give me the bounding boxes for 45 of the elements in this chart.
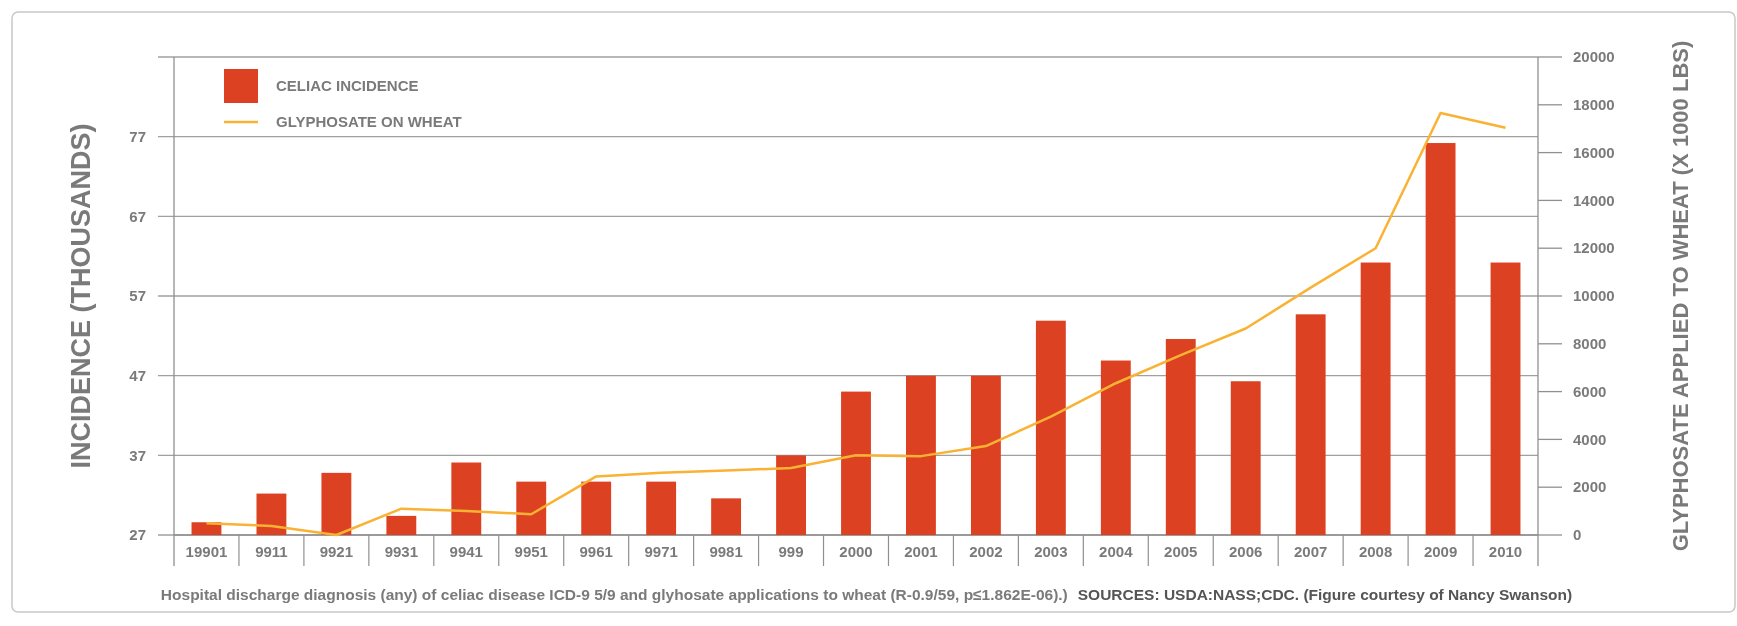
line-series [205,111,1507,537]
y2-tick-label: 14000 [1573,191,1615,209]
y2-tick-label: 10000 [1573,287,1615,305]
x-tick-label: 2003 [1034,543,1068,560]
y2-tick-label: 6000 [1573,382,1607,400]
y-tick-label: 37 [129,446,146,464]
x-tick-label: 2001 [904,543,938,560]
y2-tick-label: 20000 [1573,48,1615,66]
x-tick-label: 2010 [1488,543,1523,560]
y2-tick-label: 18000 [1573,96,1615,114]
x-tick-label: 9961 [579,543,613,560]
x-tick-label: 2006 [1229,543,1263,560]
y-tick-label: 57 [129,287,146,305]
y-axis-title: INCIDENCE (THOUSANDS) [66,123,96,469]
y2-axis-title: GLYPHOSATE APPLIED TO WHEAT (X 1000 LBS) [1668,40,1693,552]
x-tick-label: 2005 [1164,543,1198,560]
x-tick-label: 2004 [1099,543,1134,560]
y2-tick-label: 4000 [1573,430,1607,448]
x-tick-label: 2000 [839,543,873,560]
y2-tick-label: 2000 [1573,478,1607,496]
y-tick-label: 67 [129,207,146,225]
y-tick-label: 77 [129,127,146,145]
y2-tick-label: 0 [1573,526,1582,544]
x-tick-label: 19901 [185,543,228,560]
x-tick-label: 2009 [1423,543,1458,560]
y2-tick-label: 16000 [1573,143,1615,161]
y2-tick-label: 12000 [1573,239,1615,257]
x-tick-label: 999 [778,543,804,560]
legend-label: CELIAC INCIDENCE [276,77,419,95]
x-tick-label: 9981 [709,543,743,560]
y-tick-label: 27 [129,526,146,544]
y-tick-label: 47 [129,366,146,384]
source-note: SOURCES: USDA:NASS;CDC. (Figure courtesy of Nancy Swanson) [1077,586,1573,603]
text: Hospital discharge diagnosis (any) of celiac disease ICD-9 5/9 and glyhosate applications to wheat (R-0.9/59, p≤1.862E-06).) [160,586,1068,603]
x-tick-label: 2008 [1358,543,1393,560]
x-tick-label: 9911 [255,543,288,560]
y2-tick-label: 8000 [1573,335,1607,353]
legend-label: GLYPHOSATE ON WHEAT [276,113,462,131]
x-tick-label: 9921 [319,543,354,560]
x-tick-label: 2007 [1293,543,1328,560]
x-tick-label: 9931 [384,543,419,560]
x-tick-label: 9941 [449,543,483,560]
x-tick-label: 9951 [514,543,548,560]
x-tick-label: 2002 [969,543,1003,560]
x-tick-label: 9971 [644,543,678,560]
